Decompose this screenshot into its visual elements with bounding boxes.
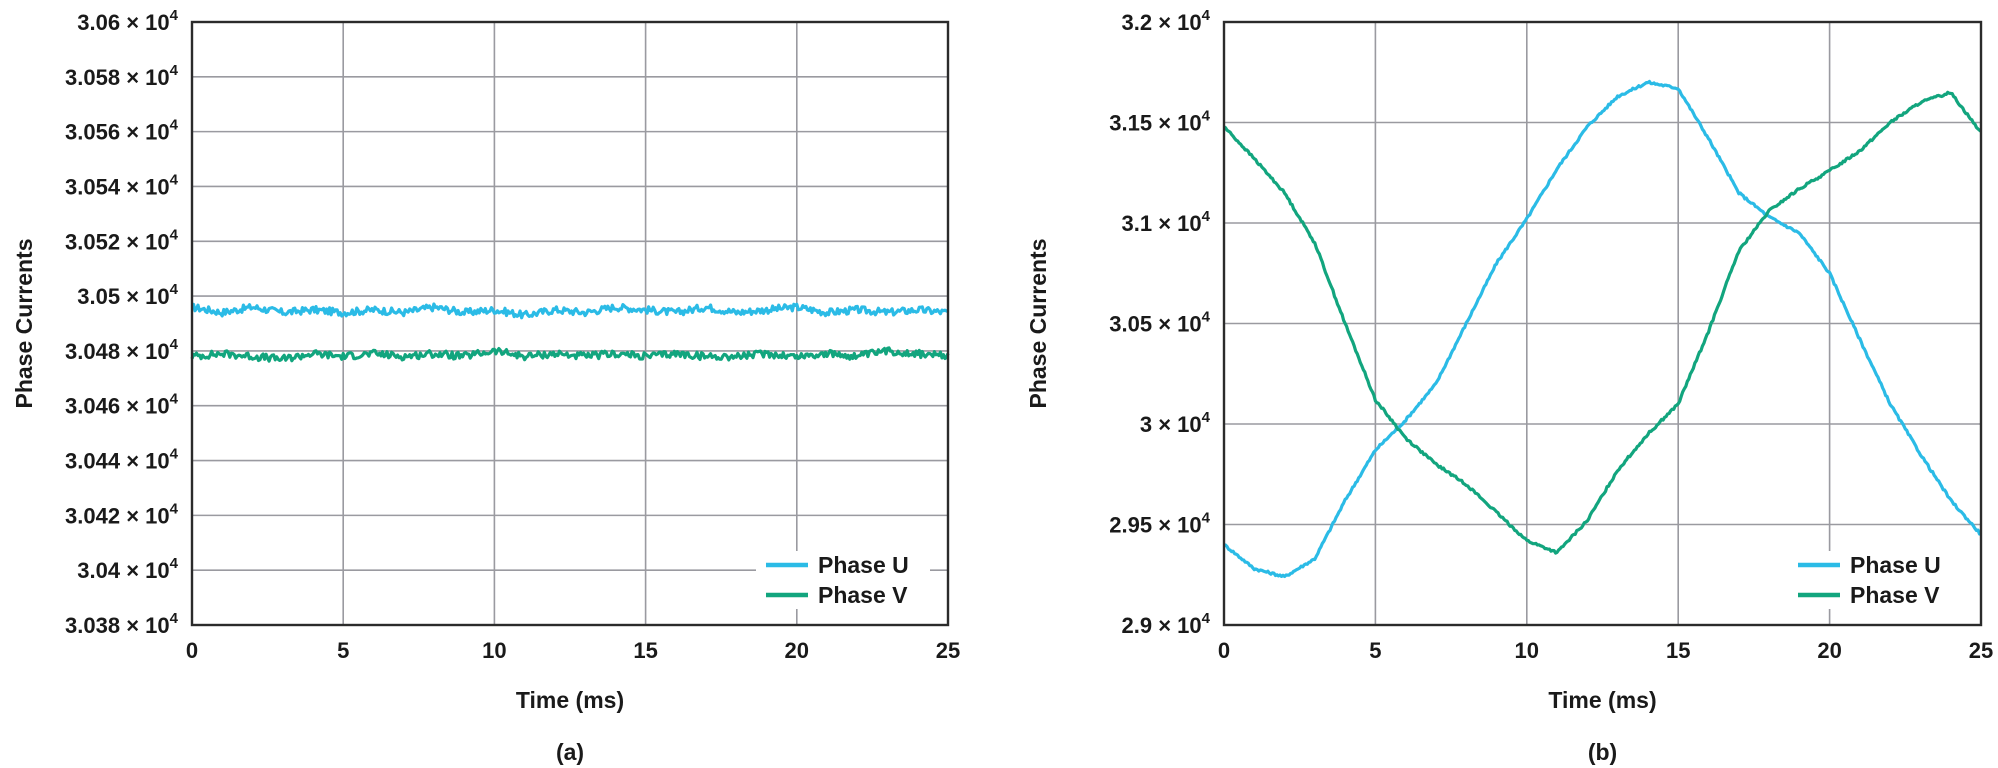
x-tick-label: 10 bbox=[1515, 638, 1539, 663]
plot-frame bbox=[190, 20, 950, 627]
panel-caption: (b) bbox=[1588, 739, 1617, 765]
y-tick-label: 3.058 × 104 bbox=[65, 62, 179, 90]
grid-lines bbox=[191, 21, 949, 626]
legend-label-phase-v: Phase V bbox=[1850, 582, 1940, 608]
y-tick-label: 3.048 × 104 bbox=[65, 336, 179, 364]
x-tick-label: 0 bbox=[1218, 638, 1230, 663]
y-tick-label: 3.042 × 104 bbox=[65, 500, 179, 528]
y-tick-label: 3.05 × 104 bbox=[1109, 309, 1210, 337]
y-tick-label: 3.046 × 104 bbox=[65, 391, 179, 419]
x-tick-label: 0 bbox=[186, 638, 198, 663]
y-tick-label: 3.052 × 104 bbox=[65, 226, 179, 254]
y-axis-label: Phase Currents bbox=[11, 238, 37, 408]
x-tick-label: 20 bbox=[785, 638, 809, 663]
x-tick-label: 20 bbox=[1817, 638, 1841, 663]
x-tick-label: 25 bbox=[936, 638, 960, 663]
y-tick-label: 3.04 × 104 bbox=[77, 555, 178, 583]
y-tick-label: 3.038 × 104 bbox=[65, 610, 179, 638]
x-tick-label: 5 bbox=[1369, 638, 1381, 663]
y-tick-label: 3.044 × 104 bbox=[65, 446, 179, 474]
series-line-phase-u bbox=[191, 302, 949, 320]
series-line-phase-v bbox=[190, 346, 950, 363]
legend: Phase U Phase V bbox=[756, 551, 930, 609]
y-tick-label: 3.2 × 104 bbox=[1122, 7, 1211, 35]
x-axis-label: Time (ms) bbox=[516, 687, 624, 713]
chart-panel-a: 3.038 × 104 3.04 × 104 3.042 × 104 3.044 × … bbox=[11, 7, 960, 765]
y-axis-label: Phase Currents bbox=[1025, 238, 1051, 408]
y-tick-labels: 2.9 × 104 2.95 × 104 3 × 104 3.05 × 104 3.1 … bbox=[1109, 7, 1210, 638]
series-line-phase-u bbox=[1223, 79, 1982, 579]
y-tick-label: 3.056 × 104 bbox=[65, 117, 179, 145]
legend-background bbox=[1788, 551, 1962, 609]
x-tick-label: 5 bbox=[337, 638, 349, 663]
y-tick-label: 2.95 × 104 bbox=[1109, 510, 1210, 538]
plot-frame bbox=[1222, 20, 1983, 627]
y-tick-label: 3.06 × 104 bbox=[77, 7, 178, 35]
x-tick-label: 10 bbox=[482, 638, 506, 663]
x-tick-label: 25 bbox=[1969, 638, 1993, 663]
y-tick-label: 3.1 × 104 bbox=[1122, 208, 1211, 236]
y-tick-label: 3.054 × 104 bbox=[65, 171, 179, 199]
y-tick-label: 3.05 × 104 bbox=[77, 281, 178, 309]
legend-label-phase-v: Phase V bbox=[818, 582, 908, 608]
series-lines bbox=[1223, 79, 1982, 579]
x-tick-labels: 0 5 10 15 20 25 bbox=[186, 638, 960, 663]
legend-background bbox=[756, 551, 930, 609]
legend-label-phase-u: Phase U bbox=[818, 552, 909, 578]
x-tick-labels: 0 5 10 15 20 25 bbox=[1218, 638, 1993, 663]
x-tick-label: 15 bbox=[633, 638, 657, 663]
legend: Phase U Phase V bbox=[1788, 551, 1962, 609]
y-tick-label: 2.9 × 104 bbox=[1122, 610, 1211, 638]
y-tick-labels: 3.038 × 104 3.04 × 104 3.042 × 104 3.044 × … bbox=[65, 7, 179, 638]
panel-caption: (a) bbox=[556, 739, 584, 765]
y-tick-label: 3 × 104 bbox=[1140, 409, 1211, 437]
chart-panel-b: 2.9 × 104 2.95 × 104 3 × 104 3.05 × 104 3.1 … bbox=[1025, 7, 1993, 765]
series-line-phase-v bbox=[1223, 90, 1982, 555]
legend-label-phase-u: Phase U bbox=[1850, 552, 1941, 578]
x-tick-label: 15 bbox=[1666, 638, 1690, 663]
series-lines bbox=[190, 302, 950, 363]
y-tick-label: 3.15 × 104 bbox=[1109, 108, 1210, 136]
x-axis-label: Time (ms) bbox=[1548, 687, 1656, 713]
